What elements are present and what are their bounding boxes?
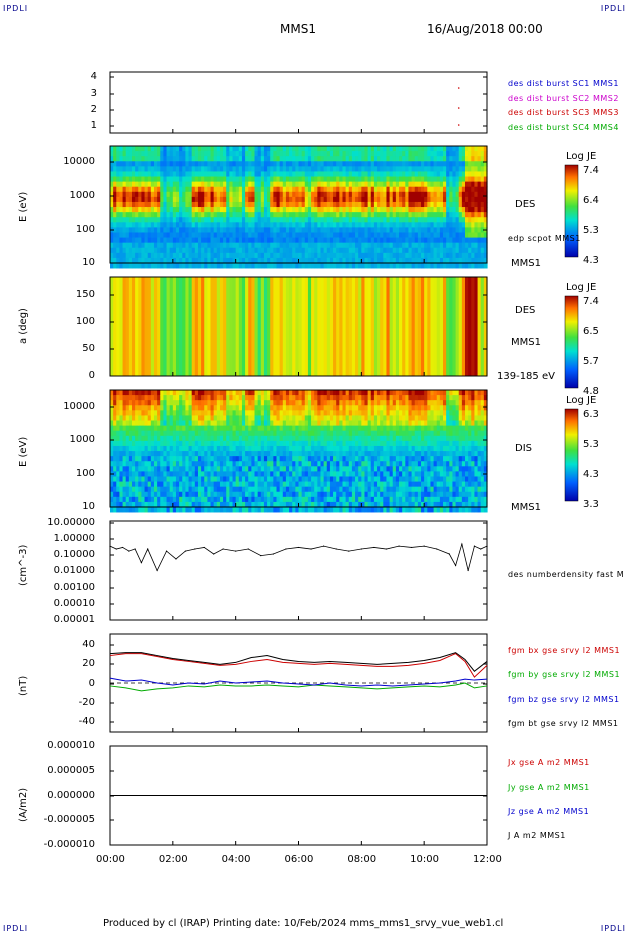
- des-energy-cell: [484, 263, 488, 268]
